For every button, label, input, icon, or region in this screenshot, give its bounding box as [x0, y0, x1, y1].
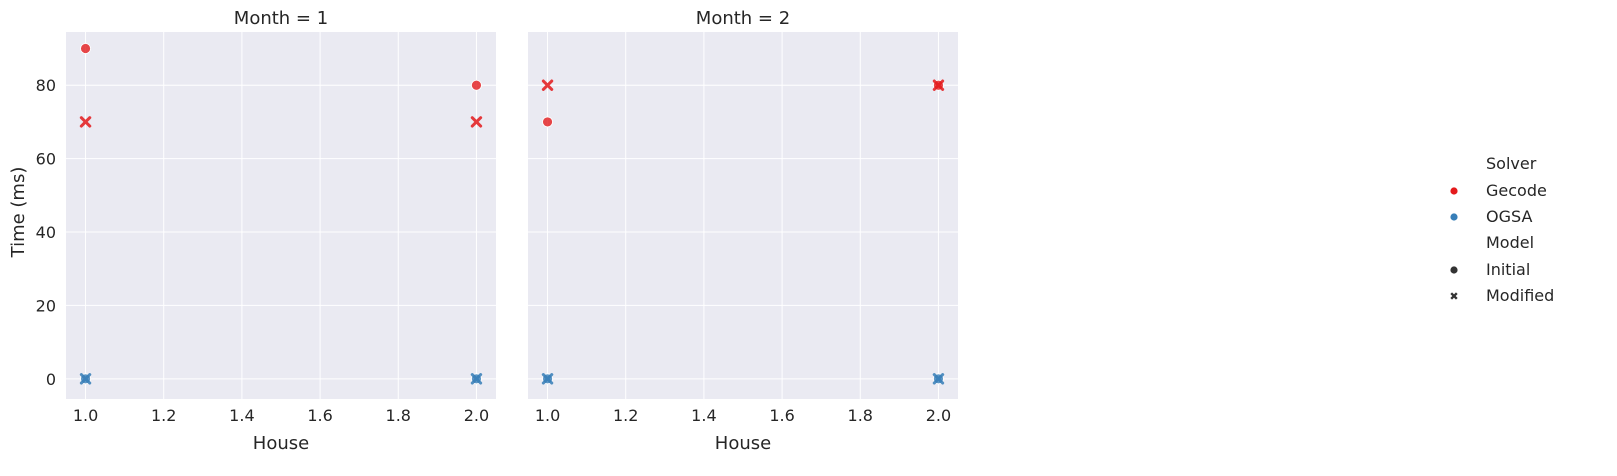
y-tick-label: 80: [36, 76, 56, 95]
x-tick-label: 1.8: [386, 406, 411, 425]
x-tick-label: 1.4: [229, 406, 254, 425]
x-tick-label: 2.0: [464, 406, 489, 425]
facet-panel-1: 1.0 1.2 1.4 1.6 1.8 2.0 0 20 40 60 80 Month = 1 Hous…: [36, 8, 496, 454]
x-tick-label: 1.0: [535, 406, 560, 425]
data-point: [542, 116, 553, 128]
facet-title: Month = 1: [234, 8, 328, 29]
y-tick-label: 20: [36, 296, 56, 315]
facet-panels: 1.0 1.2 1.4 1.6 1.8 2.0 0 20 40 60 80 Month = 1 Hous…: [36, 8, 958, 454]
legend-entry: Gecode: [1486, 181, 1547, 200]
facet-title: Month = 2: [696, 8, 790, 29]
x-tick-label: 2.0: [926, 406, 951, 425]
legend-entry: Initial: [1486, 260, 1530, 279]
legend-marker: [1450, 266, 1458, 274]
x-tick-label: 1.8: [848, 406, 873, 425]
data-point: [541, 79, 554, 91]
y-tick-label: 60: [36, 150, 56, 169]
legend-entry: OGSA: [1486, 207, 1532, 226]
x-tick-label: 1.0: [73, 406, 98, 425]
legend-marker: [1450, 187, 1458, 195]
legend-title-solver: Solver: [1486, 154, 1537, 173]
y-tick-label: 0: [46, 370, 56, 389]
legend: Solver Gecode OGSA Model Initial Modified: [1450, 154, 1554, 305]
legend-title-model: Model: [1486, 233, 1534, 252]
data-point: [79, 373, 92, 385]
data-point: [470, 116, 483, 128]
data-point: [541, 373, 554, 385]
x-tick-label: 1.6: [307, 406, 332, 425]
x-axis-label: House: [715, 433, 771, 454]
x-tick-label: 1.2: [613, 406, 638, 425]
x-tick-label: 1.4: [691, 406, 716, 425]
x-tick-label: 1.6: [769, 406, 794, 425]
legend-marker: [1450, 292, 1458, 300]
data-point: [932, 79, 945, 91]
data-point: [470, 373, 483, 385]
facet-panel-2: 1.0 1.2 1.4 1.6 1.8 2.0 Month = 2 House: [528, 8, 958, 454]
legend-entry: Modified: [1486, 286, 1554, 305]
plot-area: [528, 32, 958, 399]
y-axis-label: Time (ms): [8, 167, 29, 259]
data-point: [79, 116, 92, 128]
legend-marker: [1450, 213, 1458, 221]
plot-area: [66, 32, 496, 399]
data-point: [932, 373, 945, 385]
x-tick-label: 1.2: [151, 406, 176, 425]
data-point: [80, 43, 91, 54]
x-axis-label: House: [253, 433, 309, 454]
y-tick-label: 40: [36, 223, 56, 242]
data-point: [471, 79, 482, 91]
